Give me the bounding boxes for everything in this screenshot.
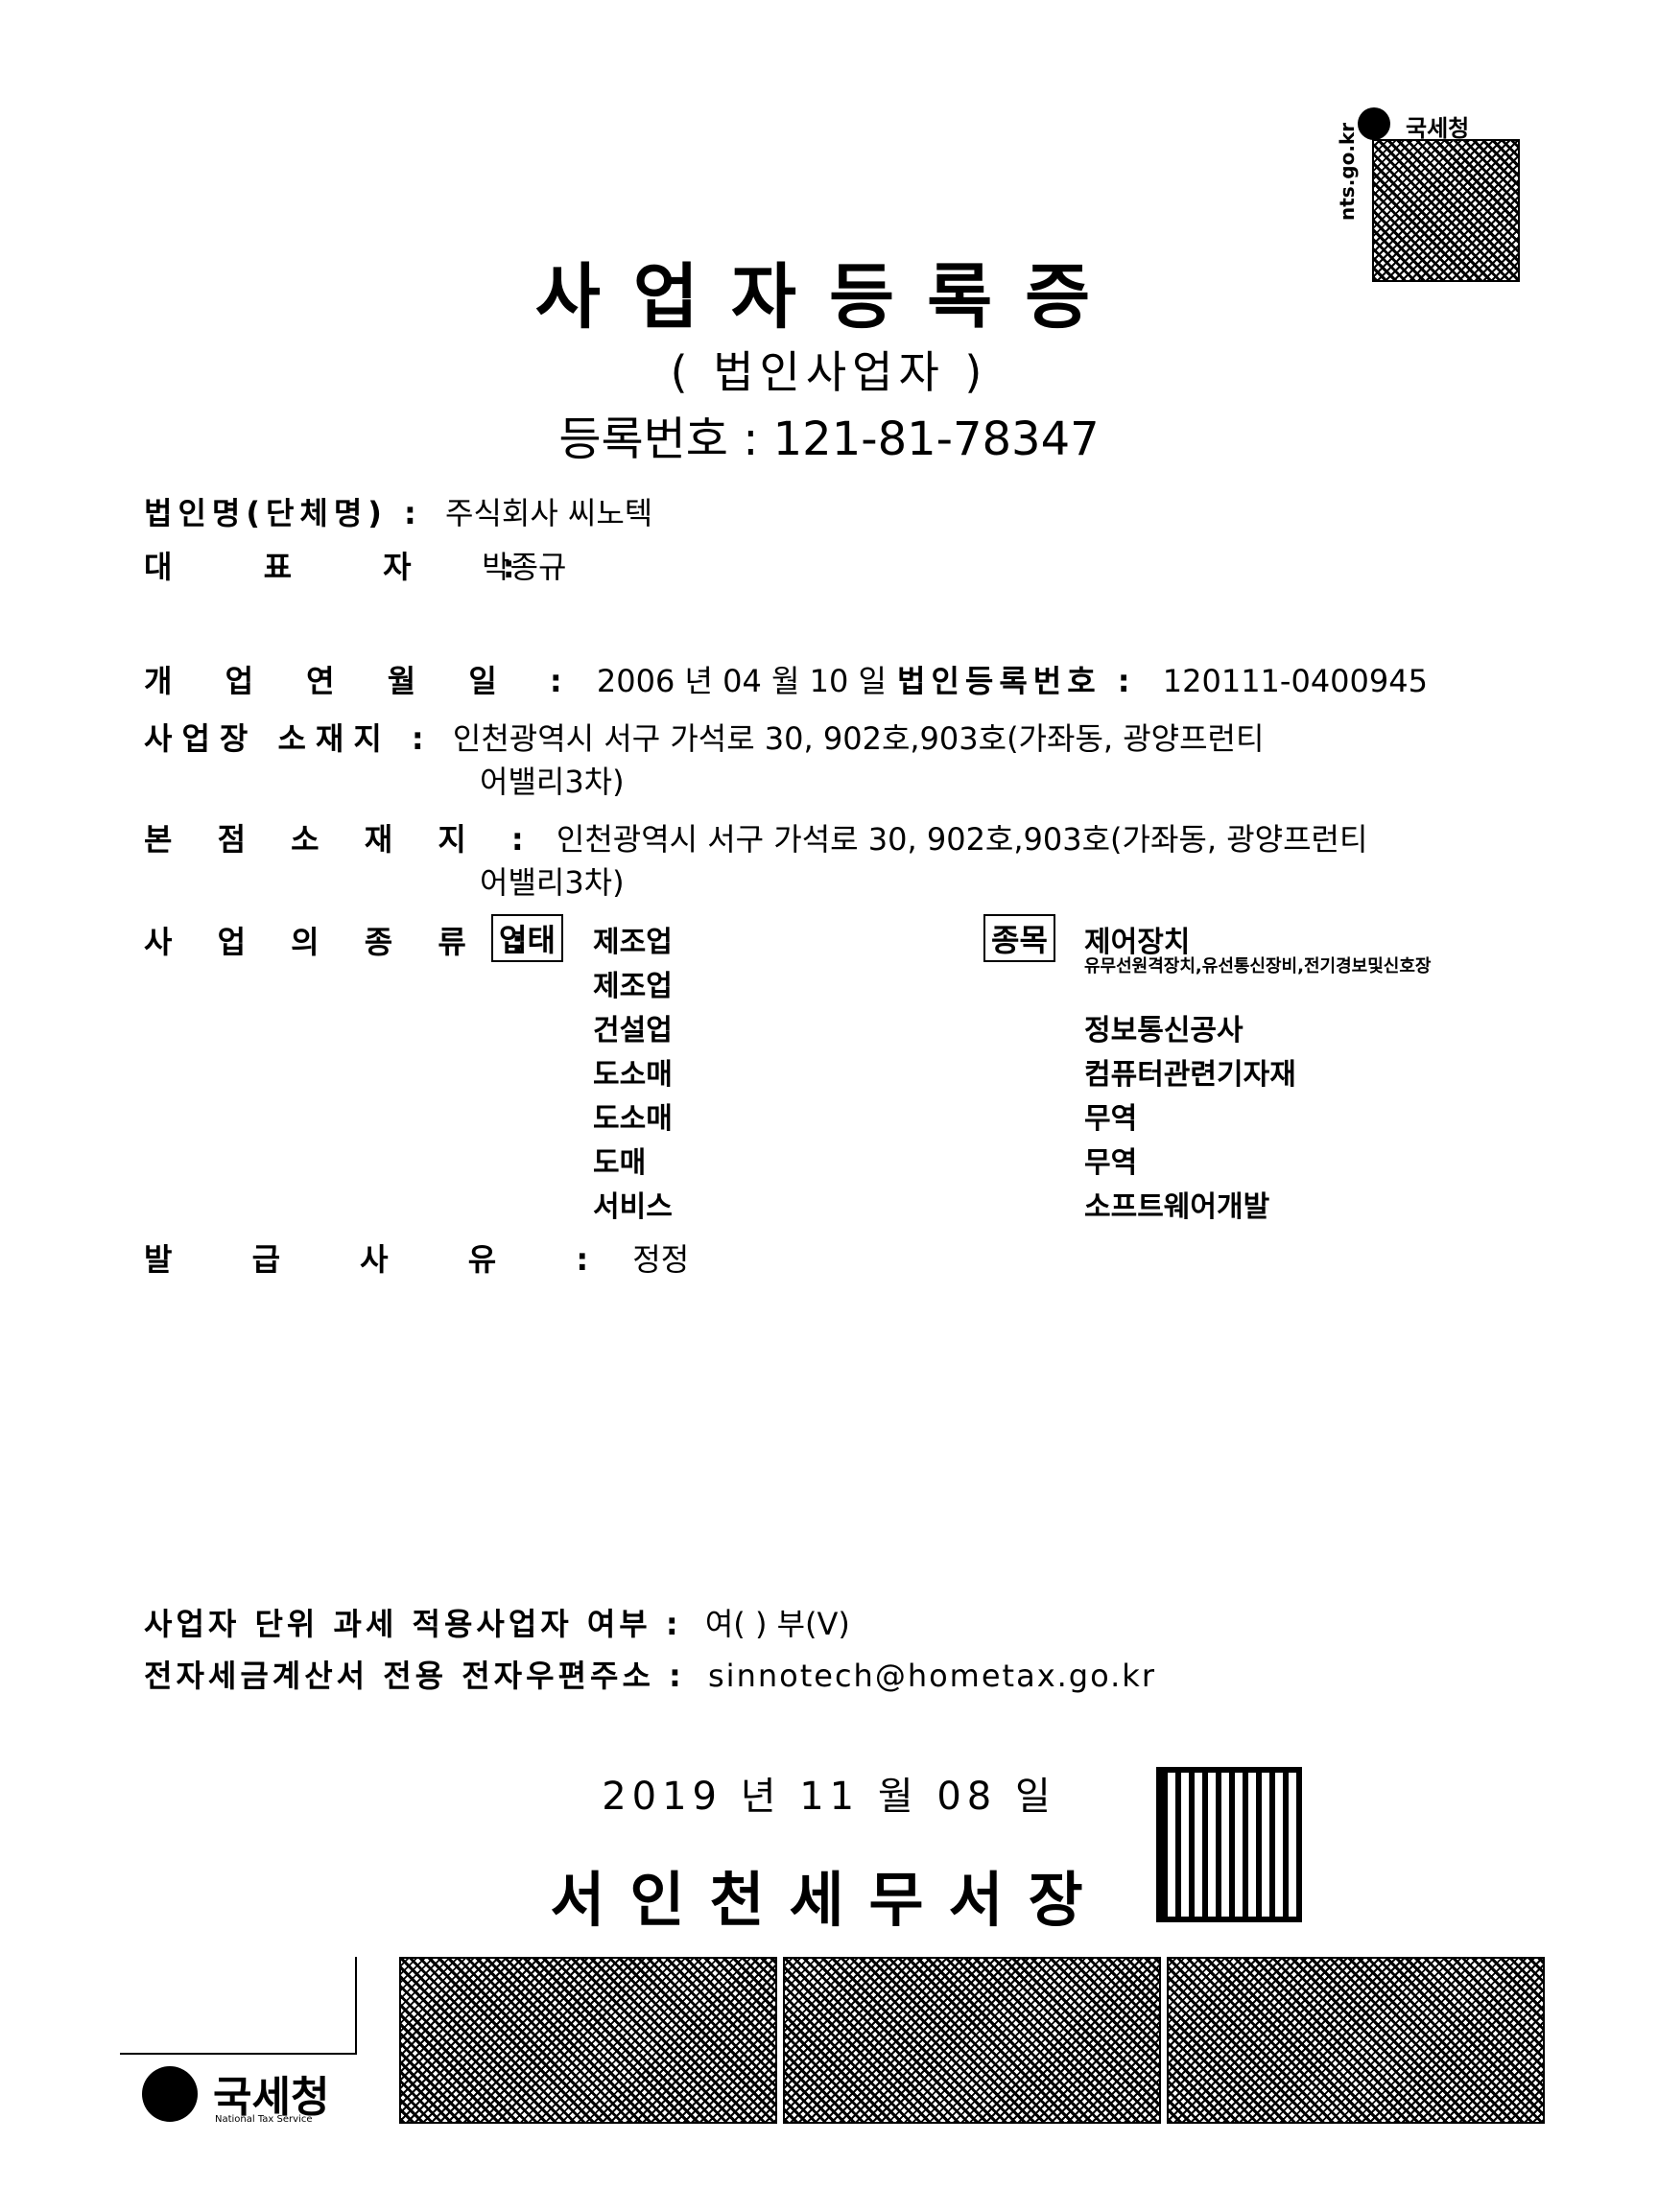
biz-item-1: 유무선원격장치,유선통신장비,전기경보및신호장: [1084, 956, 1432, 977]
issue-reason-value: 정정: [632, 1241, 690, 1278]
biz-type-5: 도매: [593, 1146, 647, 1180]
barcode-2: [783, 1957, 1161, 2124]
open-date-value: 2006 년 04 월 10 일: [596, 663, 887, 699]
barcode-1: [399, 1957, 777, 2124]
biz-addr-line2: 어밸리3차): [480, 764, 625, 800]
corp-name-label: 법인명(단체명) :: [144, 495, 422, 531]
biz-item-4: 무역: [1084, 1102, 1138, 1136]
registration-number: 등록번호 : 121-81-78347: [558, 412, 1100, 466]
biz-type-4: 도소매: [593, 1102, 673, 1136]
rep-row: 대 표 자 : 박종규: [144, 543, 567, 587]
nts-badge-text: 국세청: [1406, 115, 1470, 142]
corp-name-value: 주식회사 씨노텍: [445, 495, 653, 531]
biz-type-0: 제조업: [593, 926, 673, 959]
issue-reason-row: 발 급 사 유 : 정정: [144, 1235, 689, 1280]
unit-tax-label: 사업자 단위 과세 적용사업자 여부 :: [144, 1606, 682, 1642]
biz-item-0: 제어장치: [1084, 926, 1191, 959]
top-qr-code: [1372, 139, 1520, 282]
hq-addr-line2: 어밸리3차): [480, 864, 625, 901]
issue-reason-label: 발 급 사 유 :: [144, 1241, 624, 1278]
corp-reg-value: 120111-0400945: [1162, 663, 1428, 699]
biz-type-row: 사 업 의 종 류 :: [144, 918, 541, 962]
biz-type-3: 도소매: [593, 1058, 673, 1092]
nts-logo-icon: [1358, 107, 1390, 140]
email-row: 전자세금계산서 전용 전자우편주소 : sinnotech@hometax.go…: [144, 1652, 1156, 1696]
nts-badge: 국세청: [1358, 107, 1530, 146]
footer-divider: [355, 1957, 357, 2053]
biz-addr-line1: 인천광역시 서구 가석로 30, 902호,903호(가좌동, 광양프런티: [452, 720, 1265, 757]
barcode-3: [1167, 1957, 1545, 2124]
issuing-office: 서인천세무서장: [550, 1865, 1108, 1935]
biz-addr-row: 사업장 소재지 : 인천광역시 서구 가석로 30, 902호,903호(가좌동…: [144, 715, 1264, 759]
type-tag: 업태: [491, 914, 563, 962]
unit-tax-value: 여( ) 부(V): [704, 1606, 850, 1642]
email-value: sinnotech@hometax.go.kr: [708, 1658, 1156, 1694]
site-text: nts.go.kr: [1336, 122, 1359, 221]
biz-type-label: 사 업 의 종 류 :: [144, 924, 541, 960]
document-title: 사업자등록증: [534, 256, 1124, 339]
nts-footer-logo-sub: National Tax Service: [215, 2114, 313, 2125]
biz-type-1: 제조업: [593, 970, 673, 1003]
biz-item-5: 무역: [1084, 1146, 1138, 1180]
rep-label: 대 표 자 :: [144, 549, 556, 585]
nts-footer-logo-text: 국세청: [213, 2073, 330, 2122]
issue-date: 2019 년 11 월 08 일: [602, 1775, 1056, 1819]
biz-item-3: 컴퓨터관련기자재: [1084, 1058, 1296, 1092]
item-tag: 종목: [983, 914, 1055, 962]
biz-item-2: 정보통신공사: [1084, 1014, 1244, 1047]
biz-item-6: 소프트웨어개발: [1084, 1190, 1270, 1224]
official-seal: [1156, 1767, 1302, 1922]
hq-addr-line1: 인천광역시 서구 가석로 30, 902호,903호(가좌동, 광양프런티: [556, 821, 1368, 858]
open-date-label: 개 업 연 월 일 :: [144, 663, 583, 699]
nts-footer-logo: 국세청 National Tax Service: [142, 2059, 372, 2135]
corp-reg-label: 법인등록번호 :: [897, 663, 1136, 699]
unit-tax-row: 사업자 단위 과세 적용사업자 여부 : 여( ) 부(V): [144, 1600, 850, 1644]
open-date-row: 개 업 연 월 일 : 2006 년 04 월 10 일: [144, 657, 887, 701]
footer-divider-h: [120, 2053, 357, 2055]
rep-value: 박종규: [482, 549, 567, 585]
biz-addr-label: 사업장 소재지 :: [144, 720, 434, 757]
hq-addr-row: 본 점 소 재 지 : 인천광역시 서구 가석로 30, 902호,903호(가…: [144, 815, 1367, 859]
nts-footer-logo-icon: [142, 2066, 198, 2122]
biz-type-2: 건설업: [593, 1014, 673, 1047]
biz-type-6: 서비스: [593, 1190, 673, 1224]
document-subtitle: ( 법인사업자 ): [670, 346, 988, 398]
hq-addr-label: 본 점 소 재 지 :: [144, 821, 541, 858]
corp-name-row: 법인명(단체명) : 주식회사 씨노텍: [144, 489, 652, 533]
corp-reg-row: 법인등록번호 : 120111-0400945: [897, 657, 1428, 701]
email-label: 전자세금계산서 전용 전자우편주소 :: [144, 1658, 685, 1694]
